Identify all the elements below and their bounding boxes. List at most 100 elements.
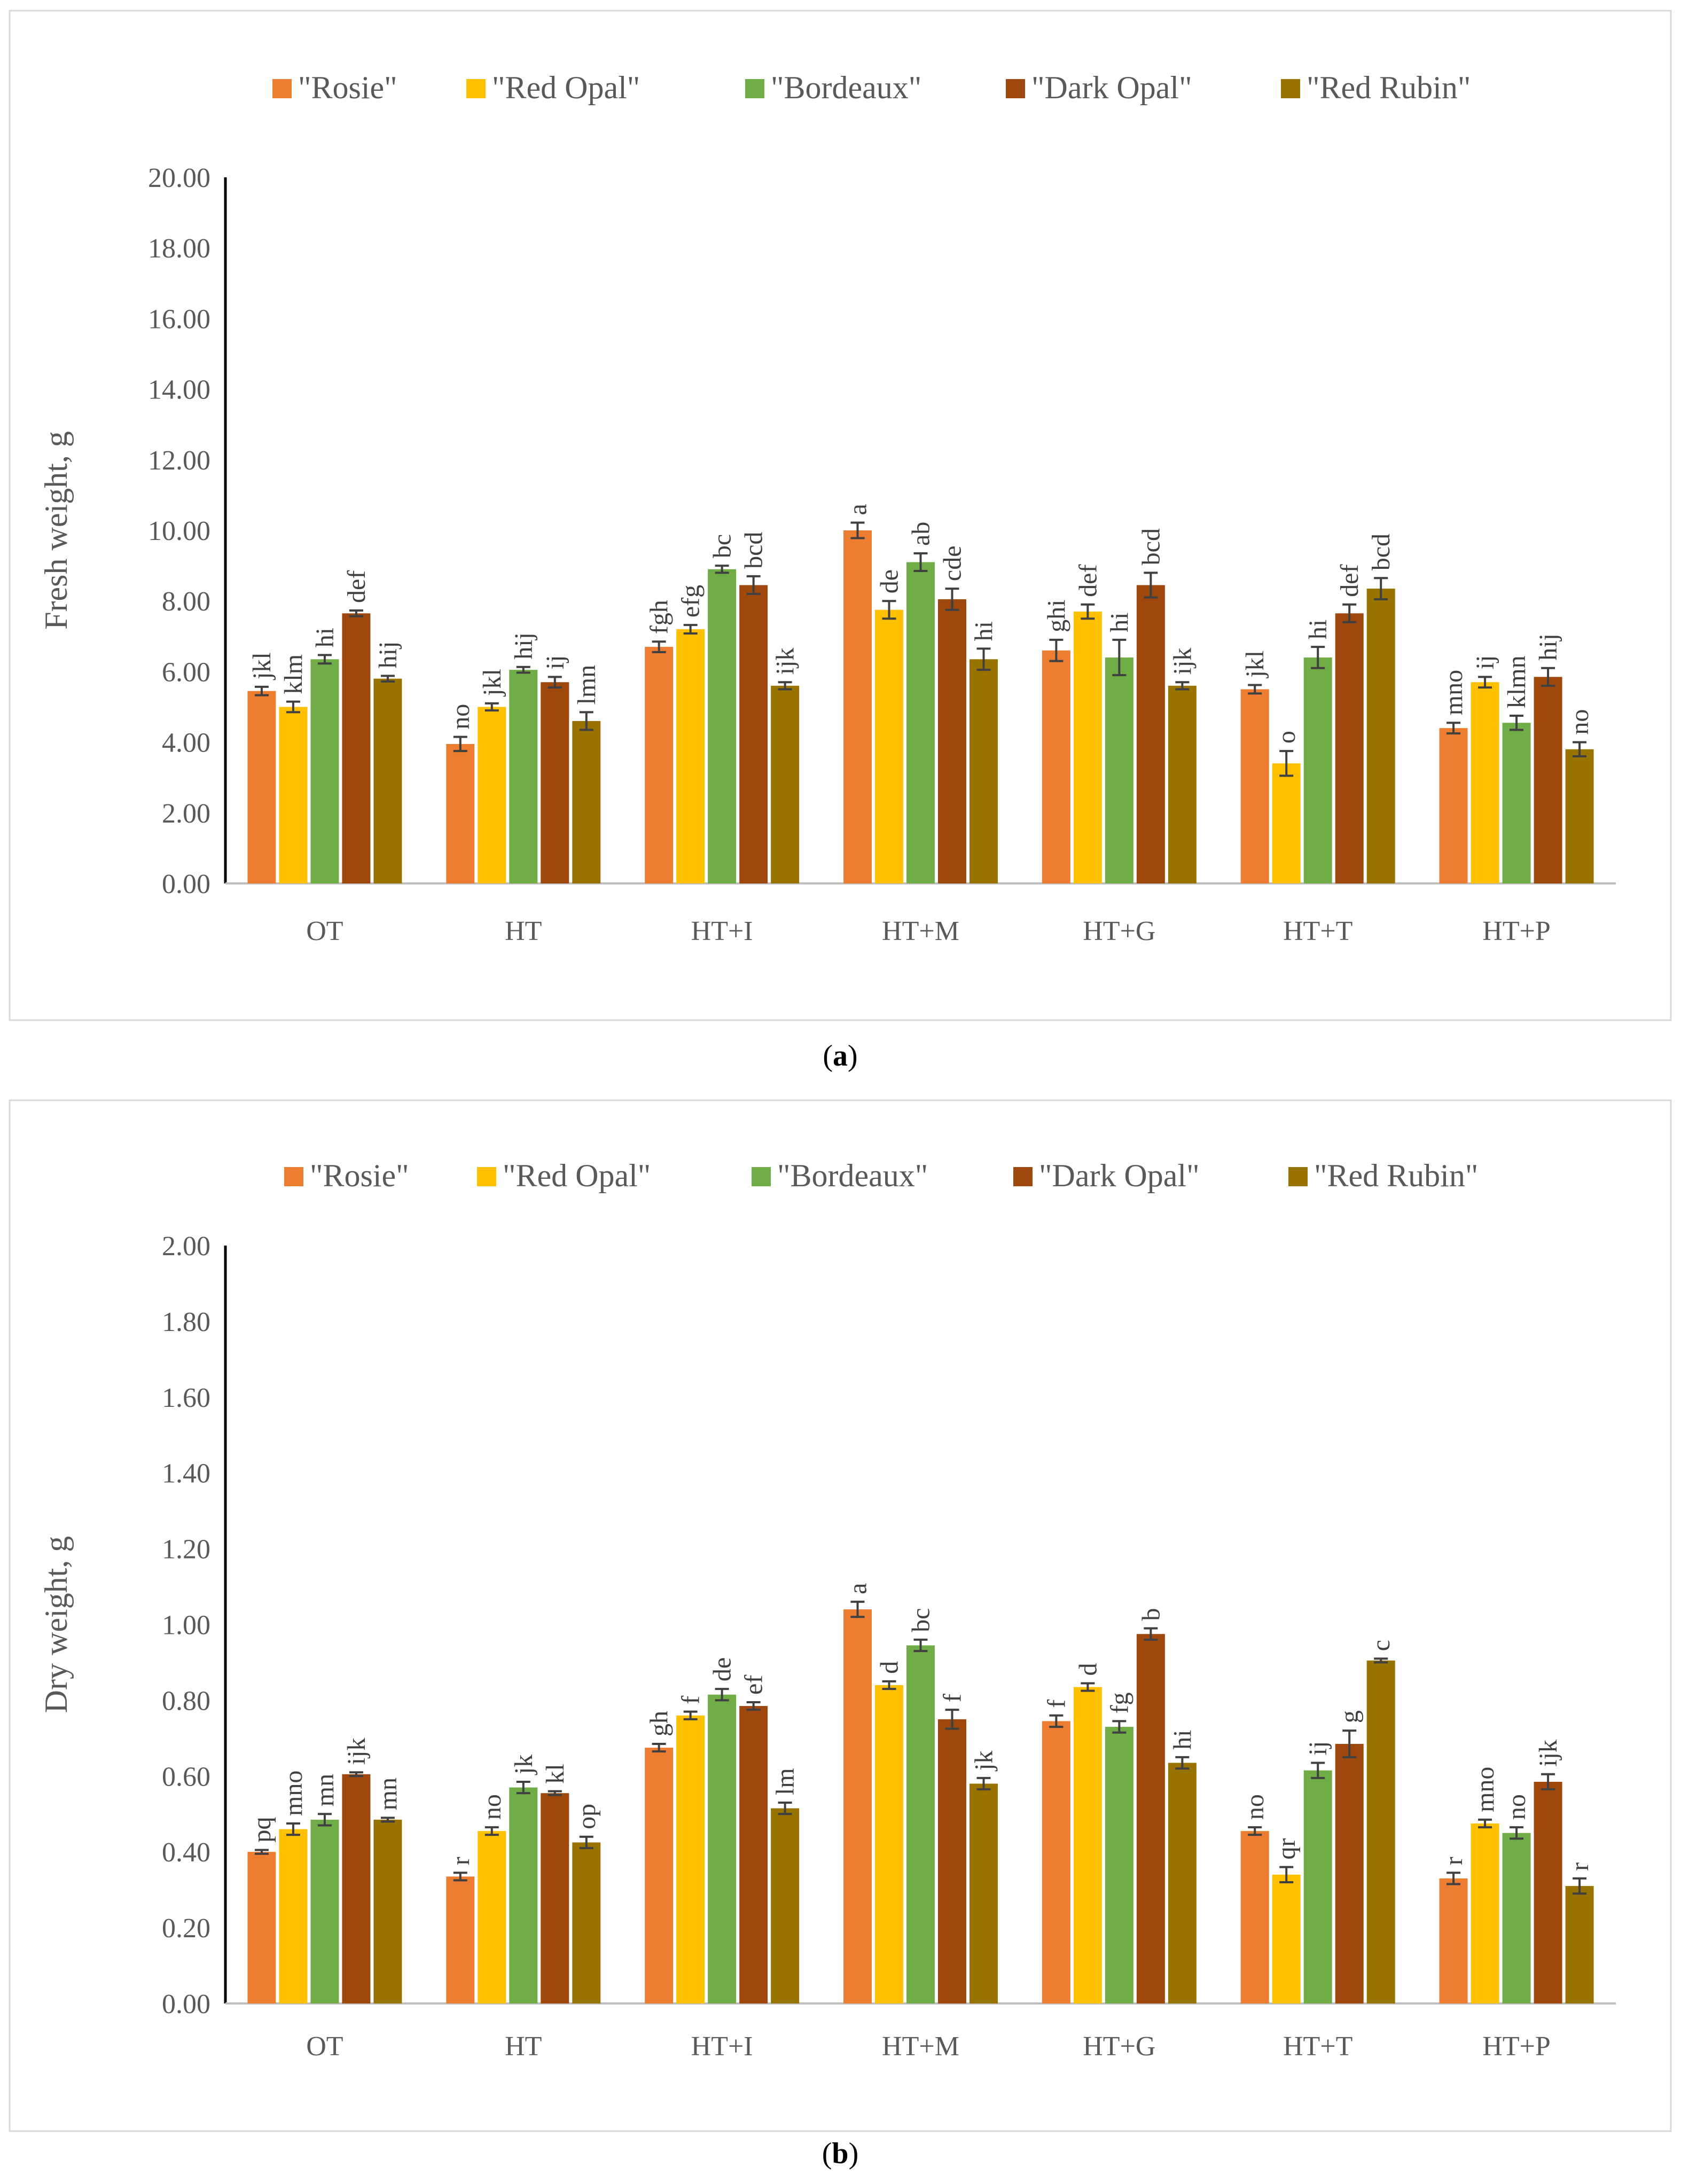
bar (279, 1829, 308, 2003)
y-axis-title: Fresh weight, g (38, 431, 74, 630)
legend-label: "Rosie" (298, 70, 397, 105)
y-tick-label: 12.00 (148, 445, 210, 476)
significance-letter: bcd (740, 532, 768, 569)
significance-letter: jkl (478, 669, 506, 697)
y-tick-label: 0.60 (162, 1762, 210, 1792)
error-bar (1248, 1826, 1262, 1836)
bar (1272, 763, 1301, 883)
significance-letter: op (573, 1804, 601, 1829)
y-tick-label: 10.00 (148, 516, 210, 546)
significance-letter: bcd (1137, 528, 1165, 565)
bar (645, 1748, 674, 2003)
bar (572, 1842, 601, 2003)
error-bar (746, 1701, 761, 1711)
bar (1335, 613, 1364, 883)
error-bar (715, 565, 729, 574)
bar (739, 1706, 768, 2003)
bar (1042, 1721, 1070, 2003)
error-bar (1049, 1714, 1064, 1728)
legend-swatch (284, 1167, 303, 1186)
significance-letter: ijk (1168, 648, 1197, 675)
error-bar (317, 1813, 332, 1827)
bar (446, 1876, 475, 2003)
x-tick-label: HT+P (1482, 2031, 1551, 2062)
significance-letter: mno (279, 1771, 308, 1816)
y-tick-label: 0.00 (162, 869, 210, 899)
significance-letter: hi (1168, 1729, 1197, 1749)
bar (1366, 1660, 1395, 2003)
significance-letter: bc (907, 1608, 935, 1632)
significance-letter: a (844, 504, 872, 515)
y-tick-label: 18.00 (148, 233, 210, 264)
significance-letter: bcd (1367, 534, 1395, 570)
error-bar (945, 1709, 959, 1730)
significance-letter: r (447, 1857, 475, 1865)
significance-letter: hi (311, 628, 339, 647)
error-bar (913, 1638, 928, 1653)
significance-letter: bc (708, 534, 737, 558)
error-bar (882, 600, 896, 620)
bar (1240, 1831, 1269, 2003)
bar (1502, 1833, 1531, 2003)
significance-letter: mn (311, 1774, 339, 1806)
bar (509, 670, 538, 883)
significance-letter: o (1272, 731, 1301, 743)
bar (1471, 1823, 1499, 2003)
error-bar (548, 1790, 562, 1796)
error-bar (778, 1801, 792, 1815)
y-tick-label: 0.20 (162, 1913, 210, 1944)
legend-swatch (272, 79, 292, 98)
y-tick-label: 6.00 (162, 657, 210, 687)
error-bar (1175, 1756, 1190, 1770)
bar (1303, 1770, 1332, 2003)
error-bar (1112, 1720, 1127, 1734)
chart-frame (9, 1099, 1672, 2132)
bar (875, 609, 903, 883)
bar (342, 1774, 371, 2003)
bar (446, 743, 475, 883)
bar (310, 1819, 339, 2003)
legend-swatch (1288, 1167, 1308, 1186)
y-tick-label: 1.40 (162, 1459, 210, 1489)
significance-letter: ijk (1534, 1740, 1562, 1767)
error-bar (1049, 638, 1064, 662)
legend-label: "Bordeaux" (777, 1158, 928, 1193)
significance-letter: def (342, 570, 371, 603)
significance-letter: def (1074, 565, 1102, 597)
significance-letter: lm (771, 1768, 800, 1795)
error-bar (976, 647, 991, 671)
caption-part: ( (822, 2137, 832, 2170)
error-bar (652, 640, 666, 654)
bar (1272, 1874, 1301, 2003)
bar (708, 569, 737, 883)
bar (1335, 1743, 1364, 2003)
caption-part: ( (823, 1039, 833, 1073)
significance-letter: efg (677, 585, 705, 617)
bar (1534, 677, 1562, 883)
error-bar (380, 675, 395, 683)
significance-letter: r (1440, 1857, 1468, 1865)
significance-letter: ab (907, 522, 935, 546)
significance-letter: r (1566, 1862, 1594, 1871)
error-bar (453, 1872, 467, 1882)
significance-letter: ij (1304, 1741, 1332, 1756)
y-tick-label: 20.00 (148, 163, 210, 193)
error-bar (1342, 1729, 1357, 1758)
significance-letter: d (1074, 1663, 1102, 1676)
bar (1240, 689, 1269, 883)
error-bar (579, 711, 593, 731)
error-bar (683, 1710, 698, 1720)
chart-frame (9, 10, 1672, 1021)
y-tick-label: 16.00 (148, 304, 210, 334)
bar (645, 647, 674, 883)
x-tick-label: HT+I (691, 2031, 753, 2062)
significance-letter: kl (541, 1764, 569, 1783)
x-tick-label: OT (306, 916, 343, 946)
error-bar (548, 676, 562, 689)
significance-letter: ij (541, 655, 569, 670)
caption-part: ) (848, 1039, 858, 1073)
bar (1439, 728, 1468, 883)
x-tick-label: OT (306, 2031, 343, 2062)
error-bar (913, 552, 928, 573)
bar (541, 682, 569, 883)
